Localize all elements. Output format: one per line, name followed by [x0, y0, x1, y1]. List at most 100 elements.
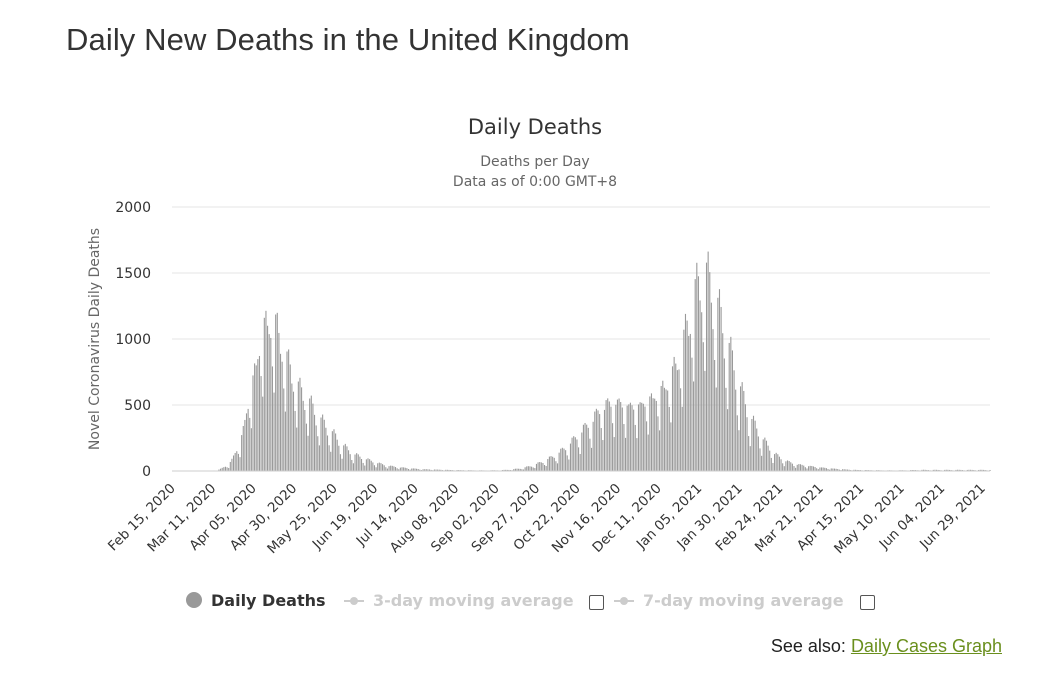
- daily-deaths-bar: [655, 400, 657, 471]
- daily-deaths-bar: [265, 310, 267, 471]
- x-tick-label: May 10, 2021: [831, 481, 908, 558]
- daily-deaths-bar: [416, 468, 418, 471]
- daily-deaths-bar: [338, 445, 340, 471]
- daily-deaths-bar: [260, 376, 262, 471]
- daily-deaths-bar: [586, 424, 588, 471]
- daily-deaths-bar: [671, 366, 674, 471]
- daily-deaths-bar: [281, 361, 283, 471]
- daily-deaths-bar: [712, 329, 714, 471]
- checkbox-3day-average[interactable]: [589, 595, 604, 610]
- legend-label-3day-average: 3-day moving average: [373, 591, 574, 610]
- daily-deaths-bar: [317, 436, 319, 471]
- daily-deaths-bar: [665, 389, 667, 471]
- daily-deaths-bar: [568, 459, 570, 471]
- daily-deaths-bar: [620, 402, 622, 471]
- daily-deaths-bar: [822, 467, 824, 471]
- daily-deaths-bar: [505, 469, 507, 471]
- daily-deaths-bar: [612, 423, 614, 471]
- daily-deaths-bar: [647, 434, 649, 471]
- daily-deaths-bar: [377, 463, 379, 471]
- daily-deaths-bar: [937, 469, 939, 471]
- daily-deaths-bar: [811, 465, 813, 471]
- daily-deaths-bar: [668, 406, 670, 471]
- daily-deaths-bar: [778, 456, 780, 471]
- daily-deaths-bar: [725, 387, 727, 471]
- daily-deaths-bar: [425, 469, 427, 471]
- daily-deaths-bar: [245, 413, 248, 471]
- daily-deaths-bar: [744, 404, 746, 471]
- daily-deaths-bar: [756, 428, 758, 471]
- daily-deaths-bar: [806, 468, 808, 471]
- daily-deaths-bar: [774, 454, 776, 471]
- legend-item-daily-deaths[interactable]: Daily Deaths: [186, 591, 326, 610]
- daily-deaths-bar: [276, 312, 278, 471]
- daily-deaths-bar: [714, 360, 716, 471]
- daily-deaths-bar: [832, 468, 834, 471]
- daily-deaths-bar: [618, 398, 620, 471]
- see-also-prefix: See also:: [770, 636, 846, 656]
- daily-deaths-bar: [446, 469, 448, 471]
- daily-deaths-bar: [360, 459, 363, 471]
- daily-deaths-bar: [571, 437, 573, 471]
- daily-deaths-bar: [550, 456, 552, 471]
- legend-label-7day-average: 7-day moving average: [643, 591, 844, 610]
- daily-deaths-bar: [704, 370, 706, 471]
- daily-deaths-bar: [362, 462, 364, 471]
- daily-deaths-bar: [403, 467, 405, 471]
- daily-deaths-bar: [370, 460, 372, 471]
- daily-deaths-bar: [673, 356, 675, 471]
- daily-deaths-bar: [767, 445, 769, 471]
- daily-deaths-bar: [936, 469, 938, 471]
- daily-deaths-bar: [652, 398, 654, 471]
- daily-deaths-bar: [241, 435, 243, 471]
- daily-deaths-bar: [228, 467, 230, 471]
- checkbox-7day-average[interactable]: [860, 595, 875, 610]
- daily-deaths-bar: [315, 425, 317, 471]
- daily-deaths-bar: [762, 439, 764, 471]
- daily-deaths-bar: [932, 469, 934, 471]
- daily-deaths-bar: [258, 355, 261, 471]
- daily-deaths-bar: [343, 445, 345, 471]
- daily-deaths-bar: [270, 337, 272, 471]
- daily-deaths-bar: [735, 389, 737, 471]
- daily-deaths-bar: [681, 406, 683, 471]
- daily-deaths-bar: [759, 448, 761, 471]
- daily-deaths-bar: [576, 439, 578, 471]
- daily-deaths-bar: [955, 469, 957, 471]
- daily-deaths-bar: [223, 467, 225, 471]
- legend-marker-7day-icon: [620, 597, 628, 605]
- daily-deaths-bar: [382, 464, 384, 471]
- daily-deaths-bar: [359, 456, 361, 471]
- daily-deaths-bar: [422, 469, 424, 471]
- daily-deaths-bar: [390, 465, 392, 471]
- daily-cases-graph-link[interactable]: Daily Cases Graph: [850, 636, 1002, 656]
- daily-deaths-bar: [812, 466, 814, 471]
- daily-deaths-bar: [678, 369, 680, 471]
- legend-item-3day-average[interactable]: 3-day moving average: [344, 591, 574, 610]
- daily-deaths-bar: [301, 387, 303, 471]
- daily-deaths-bar: [378, 462, 380, 471]
- daily-deaths-bar: [948, 469, 951, 471]
- daily-deaths-bar: [710, 302, 712, 471]
- daily-deaths-bar: [675, 363, 677, 471]
- legend-item-7day-average[interactable]: 7-day moving average: [614, 591, 844, 610]
- daily-deaths-bar: [521, 469, 523, 471]
- daily-deaths-bar: [667, 390, 669, 471]
- daily-deaths-bar: [722, 333, 724, 471]
- daily-deaths-bar: [249, 417, 251, 471]
- daily-deaths-bar: [631, 405, 633, 471]
- daily-deaths-bar: [372, 462, 374, 471]
- daily-deaths-bar: [799, 464, 802, 471]
- daily-deaths-bar: [527, 466, 529, 471]
- daily-deaths-bar: [709, 272, 711, 471]
- daily-deaths-bar: [696, 262, 698, 471]
- daily-deaths-bar: [764, 437, 766, 471]
- daily-deaths-bar: [356, 453, 358, 471]
- daily-deaths-bar: [754, 420, 756, 471]
- daily-deaths-bar: [683, 329, 685, 471]
- daily-deaths-bar: [326, 435, 329, 471]
- daily-deaths-bar: [688, 335, 690, 471]
- daily-deaths-bar: [749, 446, 751, 471]
- daily-deaths-bar: [587, 427, 589, 471]
- daily-deaths-bar: [581, 432, 583, 471]
